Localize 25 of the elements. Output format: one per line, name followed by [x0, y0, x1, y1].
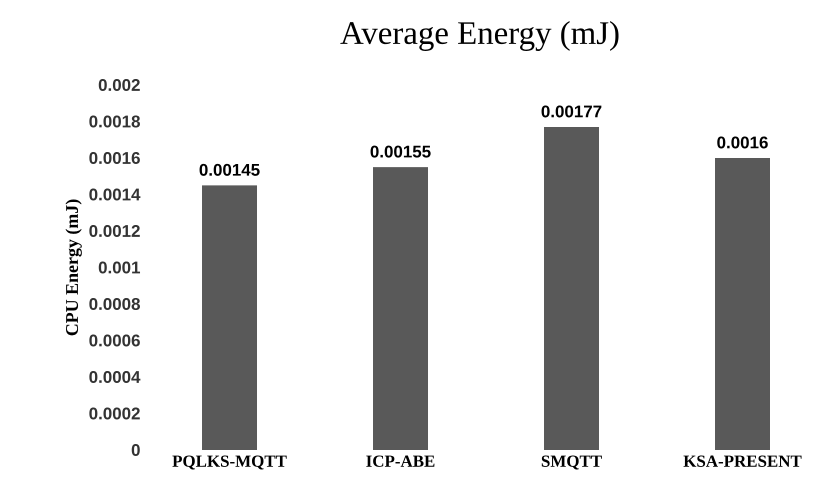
- bar: [715, 158, 770, 450]
- x-tick-label: KSA-PRESENT: [684, 456, 802, 467]
- bar: [373, 167, 428, 450]
- data-label: 0.0016: [717, 136, 768, 148]
- y-tick-label: 0.0018: [89, 115, 140, 128]
- x-tick-label: SMQTT: [542, 456, 602, 470]
- y-tick-label: 0.001: [98, 261, 140, 274]
- y-tick-label: 0.0004: [89, 370, 140, 383]
- y-tick-label: 0.002: [98, 78, 140, 91]
- y-tick-label: 0.0006: [89, 334, 140, 346]
- y-tick-label: 0.0008: [89, 298, 140, 310]
- y-tick-label: 0: [132, 444, 140, 456]
- y-tick-label: 0.0002: [89, 407, 140, 420]
- chart-title: Average Energy (mJ): [340, 21, 619, 51]
- data-label: 0.00145: [200, 164, 260, 176]
- bar: [202, 185, 258, 450]
- bar: [544, 126, 600, 450]
- y-tick-label: 0.0016: [89, 152, 140, 164]
- data-label: 0.00177: [542, 105, 602, 118]
- x-tick-label: PQLKS-MQTT: [172, 456, 287, 470]
- data-label: 0.00155: [370, 146, 431, 158]
- y-tick-label: 0.0014: [89, 188, 140, 200]
- y-axis-title: CPU Energy (mJ): [65, 200, 82, 336]
- x-tick-label: ICP-ABE: [366, 456, 434, 467]
- y-tick-label: 0.0012: [89, 224, 140, 237]
